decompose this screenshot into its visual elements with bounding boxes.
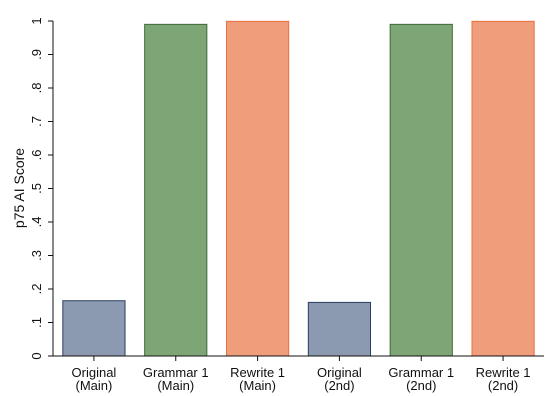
y-tick-label: .6 <box>29 150 44 161</box>
bar <box>389 23 453 357</box>
y-tick-label: .2 <box>29 284 44 295</box>
y-tick-label: .5 <box>29 183 44 194</box>
bar <box>144 23 208 357</box>
y-tick-label: .1 <box>29 317 44 328</box>
y-tick-label: .3 <box>29 250 44 261</box>
x-tick-label: Grammar 1 (2nd) <box>388 365 454 393</box>
y-tick-label: .4 <box>29 217 44 228</box>
x-tick-label: Rewrite 1 (2nd) <box>476 365 531 393</box>
y-tick-label: .7 <box>29 116 44 127</box>
y-tick-label: .8 <box>29 83 44 94</box>
y-tick-label: 0 <box>29 352 44 359</box>
x-tick-label: Original (2nd) <box>317 365 362 393</box>
bar <box>62 300 126 357</box>
bars-group <box>62 20 535 357</box>
bar <box>471 20 535 357</box>
bar <box>225 20 290 357</box>
y-axis: 0 .1 .2 .3 .4 .5 .6 .7 .8 .9 1 <box>29 17 54 360</box>
x-tick-label: Grammar 1 (Main) <box>143 365 209 393</box>
bar <box>307 301 372 357</box>
y-axis-title: p75 AI Score <box>11 148 27 228</box>
x-tick-label: Rewrite 1 (Main) <box>230 365 285 393</box>
y-tick-label: 1 <box>29 17 44 24</box>
x-tick-label: Original (Main) <box>72 365 117 393</box>
y-tick-label: .9 <box>29 49 44 60</box>
x-axis: Original (Main) Grammar 1 (Main) Rewrite 1 (M… <box>53 355 544 393</box>
